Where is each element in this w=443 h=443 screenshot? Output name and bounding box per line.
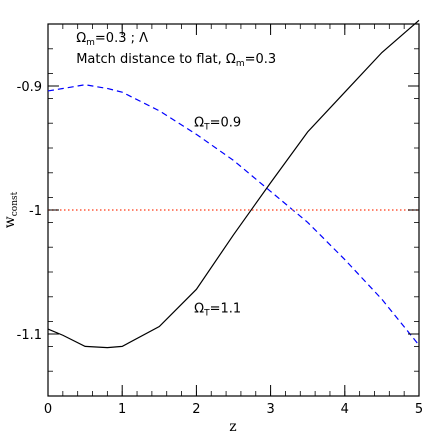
- x-tick-label-3: 3: [266, 402, 274, 417]
- y-tick-label-2: -1.1: [17, 328, 42, 343]
- ticks-layer: [47, 23, 420, 397]
- y-axis-title-sub: const: [10, 191, 20, 216]
- series-layer: [47, 19, 420, 349]
- y-axis-title: wconst: [2, 191, 20, 228]
- annotation-omega-lambda: Ωm=0.3 ; Λ: [76, 31, 148, 48]
- svg-text:wconst: wconst: [2, 191, 20, 228]
- annotations-layer: Ωm=0.3 ; Λ Match distance to flat, Ωm=0.3…: [76, 31, 276, 318]
- x-tick-label-4: 4: [341, 402, 349, 417]
- x-tick-label-1: 1: [118, 402, 126, 417]
- y-tick-label-1: -1: [29, 204, 42, 219]
- annotation-omega-t-09: ΩT=0.9: [194, 115, 241, 132]
- x-axis-title: z: [229, 419, 236, 435]
- y-axis-title-main: w: [2, 216, 18, 228]
- annotation-match-distance: Match distance to flat, Ωm=0.3: [76, 52, 276, 69]
- labels-layer: 0 1 2 3 4 5 -0.9 -1 -1.1: [17, 80, 424, 417]
- x-tick-label-5: 5: [415, 402, 423, 417]
- y-tick-label-0: -0.9: [17, 80, 42, 95]
- x-tick-label-2: 2: [192, 402, 200, 417]
- annotation-omega-t-11: ΩT=1.1: [194, 301, 241, 318]
- series-line-omega-t-0.9: [47, 84, 420, 346]
- x-tick-label-0: 0: [44, 402, 52, 417]
- series-line-omega-t-1.1: [47, 19, 420, 349]
